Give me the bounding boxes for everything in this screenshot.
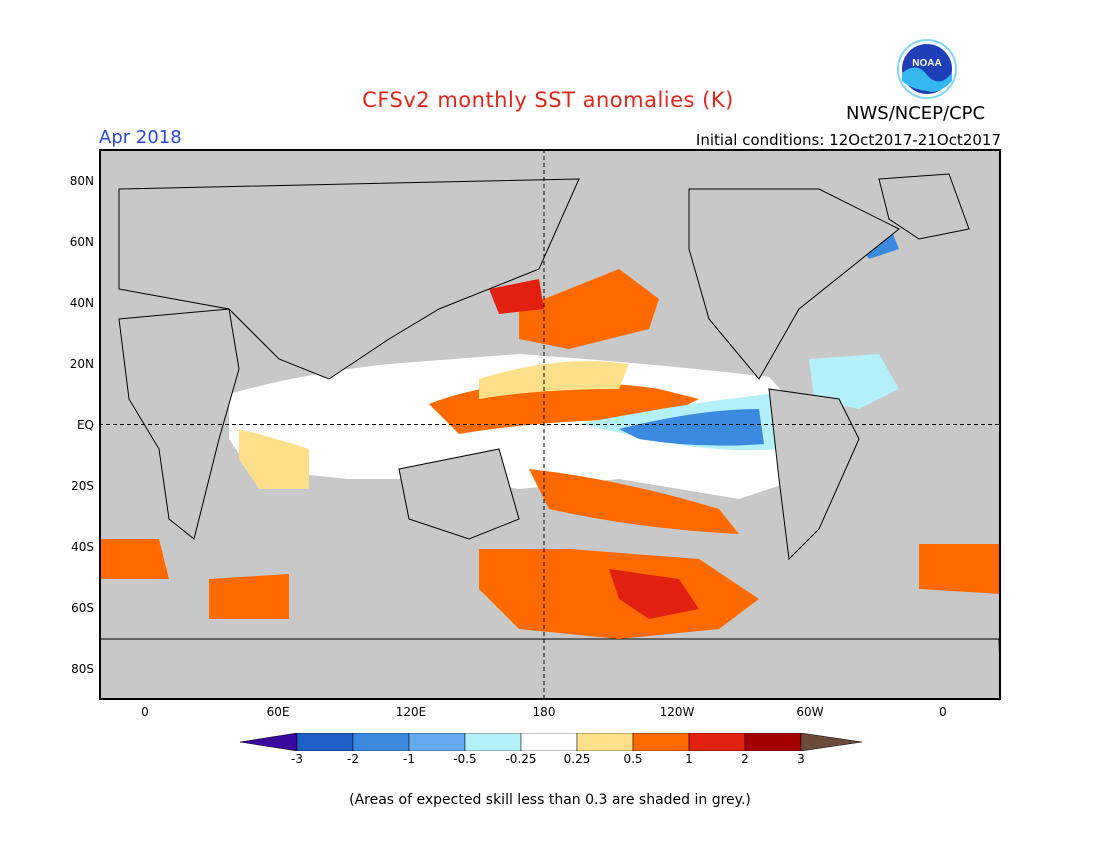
north-america: [688, 188, 900, 380]
colorbar-swatch-1: [296, 733, 354, 751]
colorbar-swatch-6: [576, 733, 634, 751]
cool-anomaly-east-pacific: [619, 409, 764, 446]
lon-label-0-west: 0: [141, 705, 149, 719]
colorbar-label-0-25: 0.25: [563, 752, 591, 766]
colorbar-label-0-5: 0.5: [623, 752, 643, 766]
colorbar-label-minus-1: -1: [403, 752, 415, 766]
warm-anomaly-north-pacific-band: [479, 361, 629, 399]
colorbar-swatch-3: [408, 733, 466, 751]
colorbar-swatch-2: [352, 733, 410, 751]
lon-label-60w: 60W: [796, 705, 824, 719]
lon-label-60e: 60E: [266, 705, 290, 719]
cool-anomaly-tropical-atlantic: [809, 354, 899, 409]
colorbar-swatch-8: [688, 733, 746, 751]
noaa-logo: NOAA: [897, 39, 957, 99]
warm-anomaly-south-atlantic-west: [99, 539, 169, 579]
svg-text:NOAA: NOAA: [912, 58, 941, 69]
lon-label-120e: 120E: [395, 705, 427, 719]
colorbar-swatch-4: [464, 733, 522, 751]
lat-label-20s: 20S: [71, 479, 94, 493]
lat-label-60s: 60S: [71, 601, 94, 615]
lon-label-180: 180: [532, 705, 556, 719]
colorbar-label-3: 3: [797, 752, 805, 766]
warm-anomaly-south-pacific: [529, 469, 739, 534]
australia: [398, 448, 520, 540]
sst-anomaly-map: [99, 149, 1001, 700]
forecast-month: Apr 2018: [99, 127, 182, 148]
colorbar-label-1: 1: [685, 752, 693, 766]
lat-label-20n: 20N: [69, 357, 94, 371]
map-frame: [99, 149, 1001, 700]
warm-anomaly-north-pacific: [519, 269, 659, 349]
colorbar-swatch-gt-3: [800, 733, 862, 751]
south-america: [768, 388, 860, 561]
colorbar-swatch-5: [520, 733, 578, 751]
colorbar-label-minus-3: -3: [291, 752, 303, 766]
colorbar-label-minus-2: -2: [347, 752, 359, 766]
eurasia: [118, 178, 580, 380]
colorbar-swatch-9: [744, 733, 802, 751]
warm-anomaly-indian-ocean: [239, 429, 309, 489]
map-title: CFSv2 monthly SST anomalies (K): [362, 88, 734, 112]
strong-warm-anomaly-kuroshio: [489, 279, 544, 314]
colorbar: [240, 733, 862, 751]
initial-conditions: Initial conditions: 12Oct2017-21Oct2017: [695, 131, 1001, 149]
warm-anomaly-south-atlantic-east: [919, 544, 1001, 594]
colorbar-label-minus-0-5: -0.5: [453, 752, 477, 766]
lat-label-40s: 40S: [71, 540, 94, 554]
antarctica: [99, 638, 1001, 700]
lat-label-40n: 40N: [69, 296, 94, 310]
warm-anomaly-south-indian: [209, 574, 289, 619]
colorbar-swatch-7: [632, 733, 690, 751]
lat-label-eq: EQ: [76, 418, 94, 432]
lon-label-120w: 120W: [659, 705, 695, 719]
colorbar-swatch-lt-minus-3: [240, 733, 298, 751]
lat-label-60n: 60N: [69, 235, 94, 249]
lat-label-80n: 80N: [69, 174, 94, 188]
strong-warm-anomaly-southern-ocean: [609, 569, 699, 619]
lat-label-80s: 80S: [71, 662, 94, 676]
lon-label-0-east: 0: [939, 705, 947, 719]
colorbar-label-2: 2: [741, 752, 749, 766]
agency-label: NWS/NCEP/CPC: [846, 103, 986, 124]
skill-footnote: (Areas of expected skill less than 0.3 a…: [349, 792, 751, 808]
colorbar-label-minus-0-25: -0.25: [505, 752, 537, 766]
greenland: [878, 173, 970, 240]
